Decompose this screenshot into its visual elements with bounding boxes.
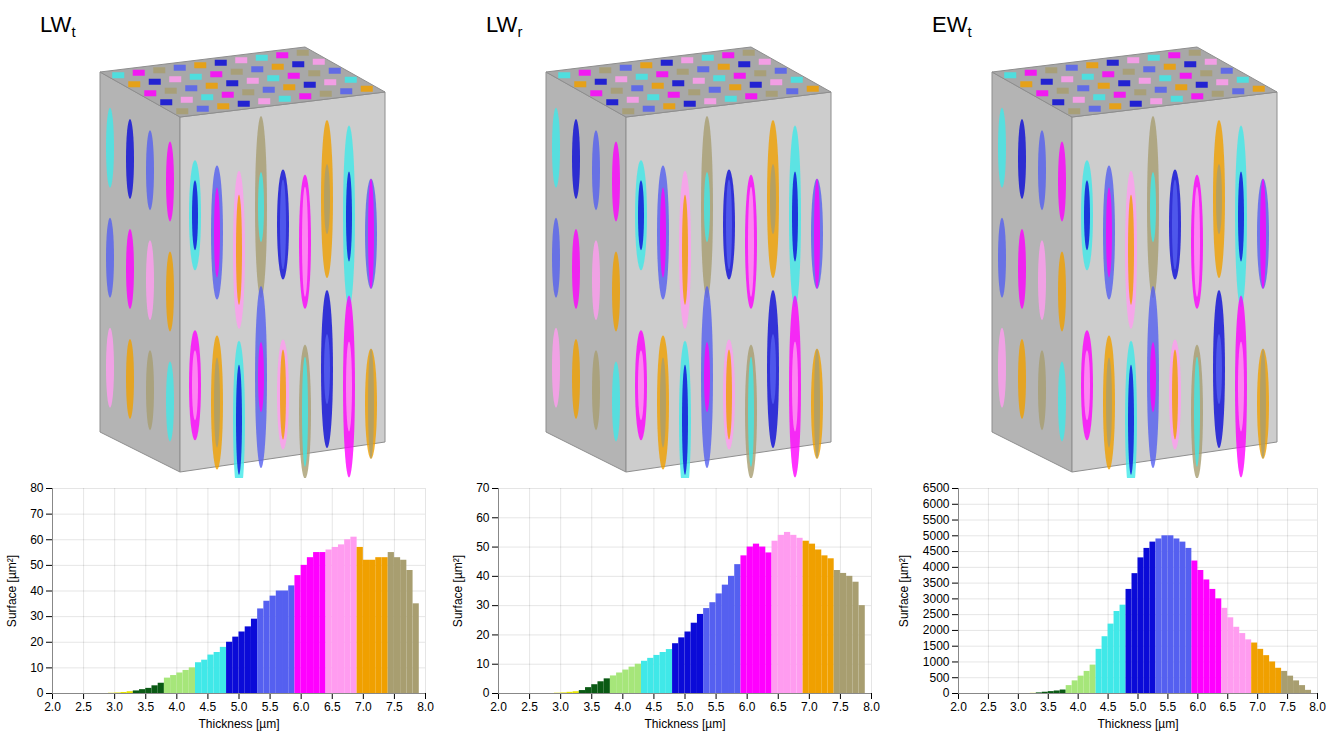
svg-text:6.5: 6.5 <box>770 700 787 714</box>
svg-text:5.5: 5.5 <box>262 700 279 714</box>
svg-text:50: 50 <box>476 540 490 554</box>
svg-text:6.0: 6.0 <box>1189 700 1206 714</box>
svg-text:3.0: 3.0 <box>1010 700 1027 714</box>
svg-text:7.5: 7.5 <box>386 700 403 714</box>
svg-text:3.0: 3.0 <box>106 700 123 714</box>
svg-text:4500: 4500 <box>923 544 950 558</box>
svg-text:7.0: 7.0 <box>1249 700 1266 714</box>
svg-text:5.5: 5.5 <box>708 700 725 714</box>
svg-text:7.5: 7.5 <box>832 700 849 714</box>
svg-text:7.5: 7.5 <box>1279 700 1296 714</box>
svg-text:0: 0 <box>483 686 490 700</box>
svg-text:1000: 1000 <box>923 655 950 669</box>
svg-text:Thickness [µm]: Thickness [µm] <box>645 717 726 731</box>
svg-text:500: 500 <box>929 671 949 685</box>
svg-text:3.0: 3.0 <box>552 700 569 714</box>
svg-text:60: 60 <box>476 511 490 525</box>
svg-text:30: 30 <box>30 609 44 623</box>
svg-text:6.5: 6.5 <box>324 700 341 714</box>
svg-text:5.0: 5.0 <box>1130 700 1147 714</box>
svg-text:5.0: 5.0 <box>677 700 694 714</box>
svg-text:20: 20 <box>30 635 44 649</box>
svg-text:EWt: EWt <box>932 12 972 40</box>
svg-text:4.0: 4.0 <box>614 700 631 714</box>
svg-text:Surface [µm²]: Surface [µm²] <box>5 555 19 627</box>
svg-text:Thickness [µm]: Thickness [µm] <box>199 717 280 731</box>
svg-text:5500: 5500 <box>923 513 950 527</box>
svg-text:8.0: 8.0 <box>1309 700 1326 714</box>
svg-text:4.0: 4.0 <box>1070 700 1087 714</box>
svg-text:4.5: 4.5 <box>1100 700 1117 714</box>
svg-text:2500: 2500 <box>923 607 950 621</box>
svg-text:40: 40 <box>30 584 44 598</box>
svg-text:Surface [µm²]: Surface [µm²] <box>451 555 465 627</box>
svg-text:70: 70 <box>30 507 44 521</box>
svg-text:8.0: 8.0 <box>863 700 880 714</box>
svg-text:30: 30 <box>476 598 490 612</box>
svg-text:8.0: 8.0 <box>417 700 434 714</box>
svg-text:6.0: 6.0 <box>739 700 756 714</box>
svg-text:60: 60 <box>30 533 44 547</box>
svg-text:0: 0 <box>37 686 44 700</box>
svg-text:4.0: 4.0 <box>168 700 185 714</box>
svg-text:2.5: 2.5 <box>980 700 997 714</box>
svg-text:Surface [µm²]: Surface [µm²] <box>897 555 911 627</box>
svg-text:10: 10 <box>476 657 490 671</box>
svg-text:6000: 6000 <box>923 497 950 511</box>
svg-text:2000: 2000 <box>923 623 950 637</box>
svg-text:0: 0 <box>943 686 950 700</box>
svg-text:LWr: LWr <box>486 12 522 40</box>
svg-text:1500: 1500 <box>923 639 950 653</box>
svg-text:4.5: 4.5 <box>200 700 217 714</box>
svg-text:40: 40 <box>476 569 490 583</box>
svg-text:2.0: 2.0 <box>950 700 967 714</box>
svg-text:3500: 3500 <box>923 576 950 590</box>
svg-text:2.0: 2.0 <box>490 700 507 714</box>
svg-text:6.0: 6.0 <box>293 700 310 714</box>
svg-text:2.5: 2.5 <box>75 700 92 714</box>
svg-text:5.5: 5.5 <box>1160 700 1177 714</box>
svg-text:10: 10 <box>30 661 44 675</box>
svg-text:5000: 5000 <box>923 529 950 543</box>
svg-text:7.0: 7.0 <box>801 700 818 714</box>
svg-text:7.0: 7.0 <box>355 700 372 714</box>
svg-text:2.5: 2.5 <box>521 700 538 714</box>
svg-text:80: 80 <box>30 481 44 495</box>
svg-text:LWt: LWt <box>40 12 76 40</box>
svg-text:3.5: 3.5 <box>137 700 154 714</box>
svg-text:2.0: 2.0 <box>44 700 61 714</box>
svg-text:3000: 3000 <box>923 592 950 606</box>
svg-text:5.0: 5.0 <box>231 700 248 714</box>
svg-text:4000: 4000 <box>923 560 950 574</box>
svg-text:4.5: 4.5 <box>646 700 663 714</box>
svg-text:6.5: 6.5 <box>1219 700 1236 714</box>
svg-text:3.5: 3.5 <box>1040 700 1057 714</box>
svg-text:3.5: 3.5 <box>583 700 600 714</box>
svg-text:6500: 6500 <box>923 481 950 495</box>
svg-text:Thickness [µm]: Thickness [µm] <box>1098 717 1179 731</box>
svg-text:50: 50 <box>30 558 44 572</box>
svg-text:70: 70 <box>476 481 490 495</box>
svg-text:20: 20 <box>476 628 490 642</box>
